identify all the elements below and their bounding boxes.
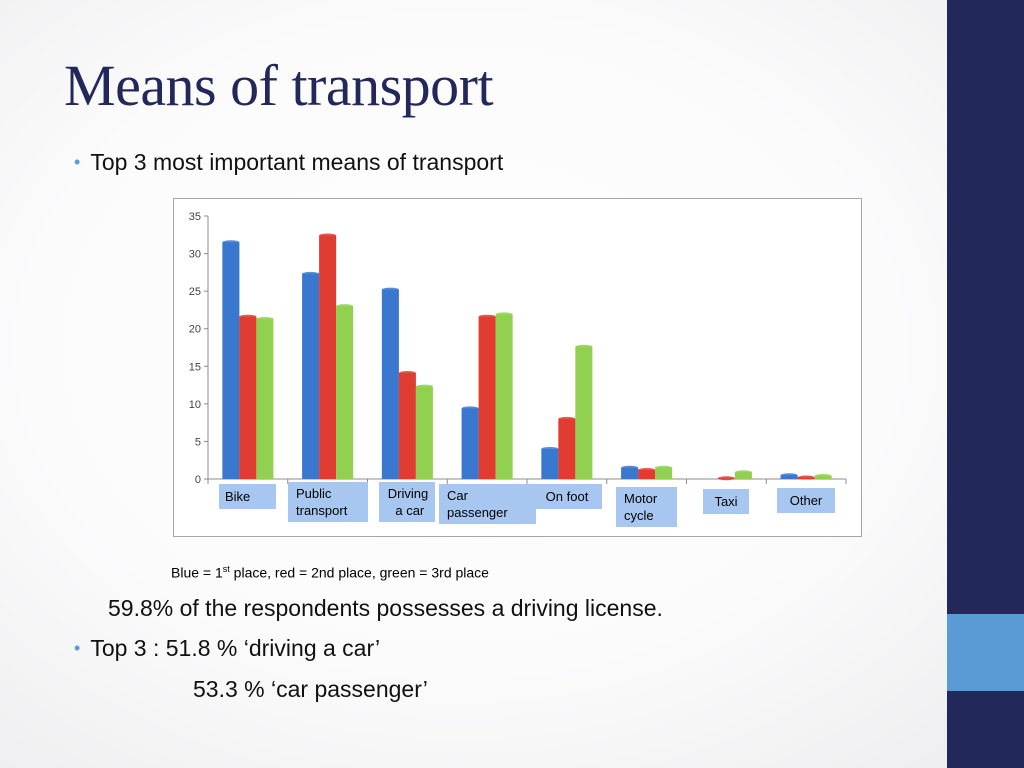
license-text: 59.8% of the respondents possesses a dri… [108, 595, 663, 621]
x-category-label: Taxi [703, 489, 749, 514]
y-tick-label: 30 [189, 249, 201, 261]
bar-shading [558, 418, 576, 479]
bar-cap [734, 470, 752, 475]
bar-shading [319, 235, 337, 479]
bar-cap [797, 475, 815, 480]
caption-superscript: st [222, 564, 230, 574]
bullet-dot-icon: • [74, 638, 81, 658]
bar-cap [222, 240, 240, 245]
bar-cap [814, 473, 832, 478]
bullet-item-top3: • Top 3 most important means of transport [74, 149, 503, 176]
bar-cap [575, 344, 593, 349]
bar-shading [655, 467, 673, 479]
bar-cap [717, 476, 735, 481]
x-category-label: Motor cycle [616, 487, 677, 527]
bar-cap [302, 271, 320, 276]
y-tick-label: 10 [189, 399, 201, 411]
y-tick-label: 5 [195, 436, 201, 448]
bar-shading [398, 373, 416, 479]
bar-shading [734, 472, 752, 479]
bullet-continuation: 53.3 % ‘car passenger’ [193, 676, 428, 702]
bar-shading [495, 314, 513, 479]
y-tick-label: 25 [189, 286, 201, 298]
bar-shading [461, 408, 479, 479]
bar-shading [638, 469, 656, 479]
bullet-item-top3-driving: • Top 3 : 51.8 % ‘driving a car’ [74, 635, 380, 662]
bar-cap [780, 473, 798, 478]
bar-shading [381, 289, 399, 479]
x-category-label: On foot [532, 484, 602, 509]
chart-caption: Blue = 1st place, red = 2nd place, green… [171, 564, 489, 581]
bar-cap [621, 465, 639, 470]
bar-cap [239, 314, 257, 319]
bar-cap [638, 467, 656, 472]
x-category-label: Bike [219, 484, 276, 509]
x-category-label: Driving a car [379, 482, 435, 522]
bar-shading [415, 386, 433, 479]
x-category-label: Other [777, 488, 835, 513]
bar-shading [575, 346, 593, 479]
bar-shading [222, 242, 240, 479]
bar-shading [239, 316, 257, 479]
bar-cap [461, 406, 479, 411]
bar-shading [621, 467, 639, 479]
bullet-text: Top 3 : 51.8 % ‘driving a car’ [90, 635, 381, 661]
bullet-text: Top 3 most important means of transport [90, 149, 504, 175]
bar-cap [336, 304, 354, 309]
x-category-label: Car passenger [439, 484, 536, 524]
bar-shading [336, 306, 354, 479]
bar-shading [302, 273, 320, 479]
bar-cap [415, 384, 433, 389]
bar-cap [256, 316, 274, 321]
bar-shading [256, 318, 274, 479]
bar-chart: 0 5 10 15 20 25 30 35 [189, 211, 847, 486]
sidebar-accent-block [947, 614, 1024, 691]
y-tick-label: 35 [189, 211, 201, 223]
bar-cap [541, 446, 559, 451]
bar-cap [655, 465, 673, 470]
bullet-dot-icon: • [74, 152, 81, 172]
y-tick-label: 20 [189, 324, 201, 336]
bar-cap [558, 416, 576, 421]
bar-cap [381, 287, 399, 292]
bar-shading [478, 316, 496, 479]
bar-cap [398, 371, 416, 376]
bar-shading [541, 448, 559, 479]
caption-part1: Blue = 1 [171, 564, 223, 581]
caption-part2: place, red = 2nd place, green = 3rd plac… [229, 564, 489, 581]
slide-title: Means of transport [64, 53, 494, 118]
y-tick-label: 0 [195, 474, 201, 486]
x-category-label: Public transport [288, 482, 368, 522]
bar-cap [319, 233, 337, 238]
bar-cap [478, 314, 496, 319]
bar-cap [495, 312, 513, 317]
y-tick-label: 15 [189, 361, 201, 373]
chart-container: 0 5 10 15 20 25 30 35 Bike Public transport Drivin… [173, 198, 862, 537]
